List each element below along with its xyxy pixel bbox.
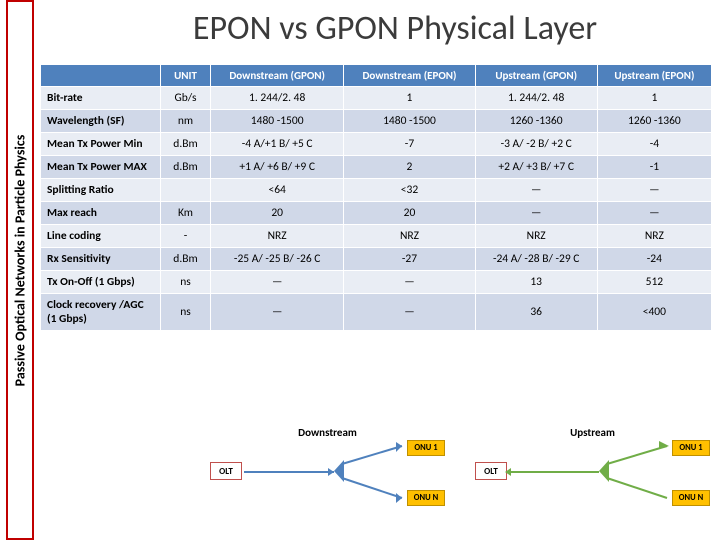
downstream-title: Downstream — [210, 426, 445, 439]
cell-us-epon: NRZ — [597, 225, 711, 248]
cell-ds-gpon: — — [211, 271, 344, 294]
table-row: Wavelength (SF)nm1480 -15001480 -1500126… — [41, 110, 712, 133]
cell-ds-epon: 1 — [344, 87, 475, 110]
cell-us-epon: -1 — [597, 156, 711, 179]
sidebar-label: Passive Optical Networks in Particle Phy… — [12, 134, 29, 386]
cell-us-epon: — — [597, 179, 711, 202]
us-splitter — [599, 440, 677, 510]
cell-us-gpon: -24 A/ -28 B/ -29 C — [475, 248, 597, 271]
olt-box-us: OLT — [475, 462, 507, 480]
cell-unit: ns — [161, 271, 211, 294]
cell-us-epon: -24 — [597, 248, 711, 271]
table-row: Mean Tx Power MAXd.Bm+1 A/ +6 B/ +9 C2+2… — [41, 156, 712, 179]
cell-us-gpon: NRZ — [475, 225, 597, 248]
cell-ds-epon: 1480 -1500 — [344, 110, 475, 133]
cell-ds-gpon: 1. 244/2. 48 — [211, 87, 344, 110]
cell-ds-epon: -7 — [344, 133, 475, 156]
cell-us-gpon: 1260 -1360 — [475, 110, 597, 133]
cell-unit: nm — [161, 110, 211, 133]
cell-unit: d.Bm — [161, 248, 211, 271]
cell-us-gpon: — — [475, 179, 597, 202]
table-row: Line coding-NRZNRZNRZNRZ — [41, 225, 712, 248]
table-row: Clock recovery /AGC (1 Gbps)ns——36<400 — [41, 294, 712, 331]
th-us-gpon: Upstream (GPON) — [475, 65, 597, 87]
row-label: Clock recovery /AGC (1 Gbps) — [41, 294, 161, 331]
cell-unit: Gb/s — [161, 87, 211, 110]
cell-ds-epon: — — [344, 294, 475, 331]
th-corner — [41, 65, 161, 87]
cell-ds-gpon: NRZ — [211, 225, 344, 248]
cell-us-gpon: 13 — [475, 271, 597, 294]
cell-us-epon: <400 — [597, 294, 711, 331]
cell-ds-gpon: +1 A/ +6 B/ +9 C — [211, 156, 344, 179]
cell-us-epon: 512 — [597, 271, 711, 294]
upstream-diagram: Upstream OLT ONU 1 ONU N — [475, 426, 710, 536]
cell-ds-epon: — — [344, 271, 475, 294]
onu1-box-us: ONU 1 — [672, 440, 710, 456]
onun-box-us: ONU N — [672, 490, 710, 506]
cell-ds-epon: -27 — [344, 248, 475, 271]
cell-ds-epon: NRZ — [344, 225, 475, 248]
row-label: Tx On-Off (1 Gbps) — [41, 271, 161, 294]
th-us-epon: Upstream (EPON) — [597, 65, 711, 87]
downstream-diagram: Downstream OLT ONU 1 ONU N — [210, 426, 445, 536]
diagrams: Downstream OLT ONU 1 ONU N Upstream OLT … — [210, 426, 710, 536]
onun-box: ONU N — [407, 490, 445, 506]
us-main-line — [509, 471, 599, 473]
cell-us-epon: 1260 -1360 — [597, 110, 711, 133]
cell-ds-epon: <32 — [344, 179, 475, 202]
table-row: Max reachKm2020—— — [41, 202, 712, 225]
olt-box: OLT — [210, 462, 242, 480]
cell-us-epon: 1 — [597, 87, 711, 110]
row-label: Rx Sensitivity — [41, 248, 161, 271]
cell-ds-gpon: -4 A/+1 B/ +5 C — [211, 133, 344, 156]
table-row: Bit-rateGb/s1. 244/2. 4811. 244/2. 481 — [41, 87, 712, 110]
cell-unit: ns — [161, 294, 211, 331]
row-label: Max reach — [41, 202, 161, 225]
table-row: Mean Tx Power Mind.Bm-4 A/+1 B/ +5 C-7-3… — [41, 133, 712, 156]
cell-ds-epon: 2 — [344, 156, 475, 179]
cell-us-epon: -4 — [597, 133, 711, 156]
main-content: UNIT Downstream (GPON) Downstream (EPON)… — [40, 64, 712, 331]
cell-us-gpon: — — [475, 202, 597, 225]
cell-unit: d.Bm — [161, 156, 211, 179]
row-label: Wavelength (SF) — [41, 110, 161, 133]
cell-unit: d.Bm — [161, 133, 211, 156]
row-label: Bit-rate — [41, 87, 161, 110]
onu1-box: ONU 1 — [407, 440, 445, 456]
cell-us-gpon: -3 A/ -2 B/ +2 C — [475, 133, 597, 156]
cell-us-epon: — — [597, 202, 711, 225]
page-title: EPON vs GPON Physical Layer — [0, 0, 720, 53]
ds-main-line — [244, 471, 334, 473]
cell-ds-gpon: <64 — [211, 179, 344, 202]
cell-unit: - — [161, 225, 211, 248]
cell-unit: Km — [161, 202, 211, 225]
cell-ds-gpon: — — [211, 294, 344, 331]
row-label: Mean Tx Power MAX — [41, 156, 161, 179]
row-label: Mean Tx Power Min — [41, 133, 161, 156]
cell-ds-gpon: 1480 -1500 — [211, 110, 344, 133]
cell-unit — [161, 179, 211, 202]
cell-ds-epon: 20 — [344, 202, 475, 225]
cell-ds-gpon: 20 — [211, 202, 344, 225]
table-row: Splitting Ratio<64<32—— — [41, 179, 712, 202]
comparison-table: UNIT Downstream (GPON) Downstream (EPON)… — [40, 64, 712, 331]
row-label: Splitting Ratio — [41, 179, 161, 202]
sidebar-label-wrap: Passive Optical Networks in Particle Phy… — [9, 60, 31, 460]
cell-us-gpon: +2 A/ +3 B/ +7 C — [475, 156, 597, 179]
th-unit: UNIT — [161, 65, 211, 87]
cell-ds-gpon: -25 A/ -25 B/ -26 C — [211, 248, 344, 271]
cell-us-gpon: 1. 244/2. 48 — [475, 87, 597, 110]
table-row: Tx On-Off (1 Gbps)ns——13512 — [41, 271, 712, 294]
th-ds-epon: Downstream (EPON) — [344, 65, 475, 87]
th-ds-gpon: Downstream (GPON) — [211, 65, 344, 87]
us-arrow-icon — [505, 468, 511, 476]
row-label: Line coding — [41, 225, 161, 248]
upstream-title: Upstream — [475, 426, 710, 439]
table-row: Rx Sensitivityd.Bm-25 A/ -25 B/ -26 C-27… — [41, 248, 712, 271]
cell-us-gpon: 36 — [475, 294, 597, 331]
ds-splitter — [334, 440, 412, 510]
